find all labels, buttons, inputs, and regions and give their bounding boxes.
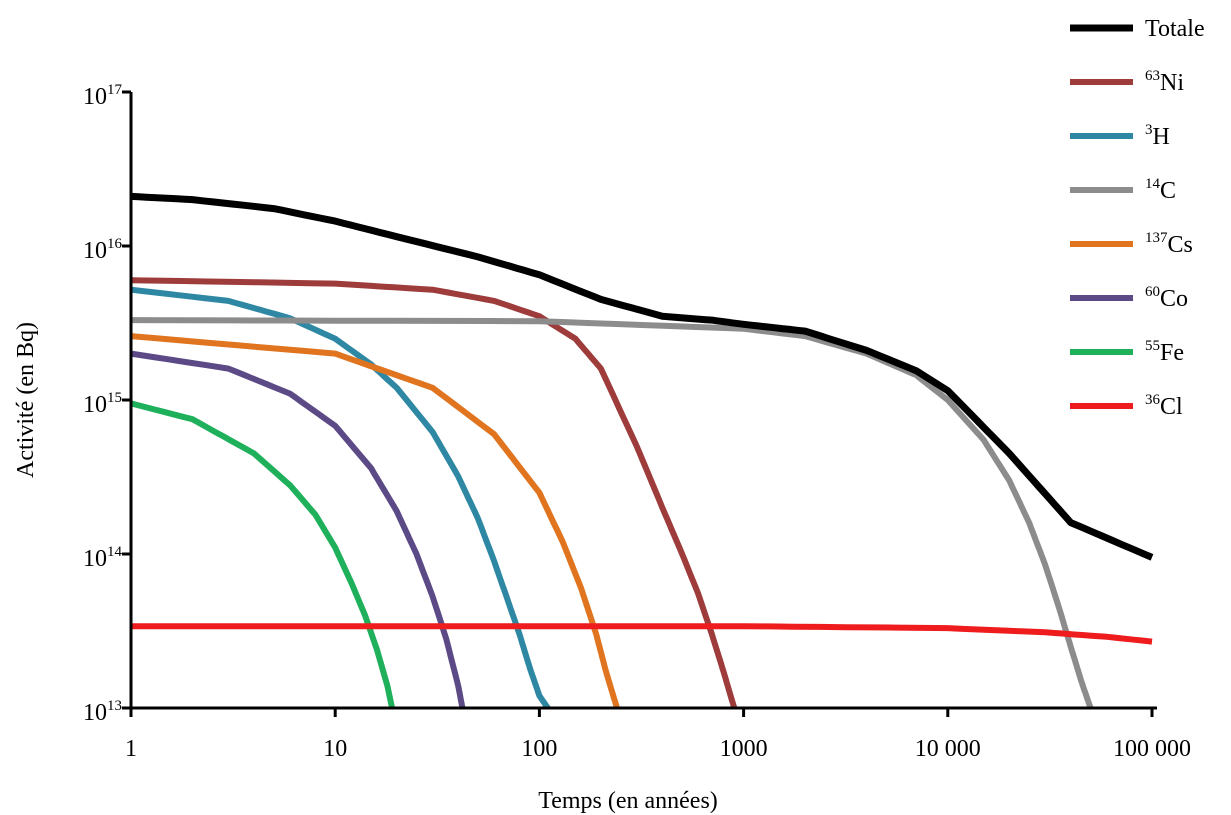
y-axis-title: Activité (en Bq) <box>13 322 39 478</box>
x-tick-label: 1 <box>125 736 137 762</box>
series-line-137cs <box>130 333 620 710</box>
legend-label-137cs: 137Cs <box>1145 230 1193 258</box>
series-layer <box>130 192 1154 710</box>
x-tick-label: 10 000 <box>915 736 981 762</box>
x-tick-label: 10 <box>323 736 347 762</box>
series-line-totale <box>130 192 1154 561</box>
legend-label-63ni: 63Ni <box>1145 68 1184 96</box>
series-line-60co <box>130 350 466 709</box>
x-tick-label: 100 <box>521 736 557 762</box>
legend-label-36cl: 36Cl <box>1145 392 1183 420</box>
legend: Totale 63Ni 3H 14C 137Cs 60Co 55Fe 36Cl <box>1070 16 1205 420</box>
legend-label-55fe: 55Fe <box>1145 338 1184 366</box>
y-tick-label: 1016 <box>83 236 123 264</box>
series-line-36cl <box>131 623 1153 645</box>
y-tick-label: 1014 <box>83 544 123 572</box>
series-line-55fe <box>130 400 396 709</box>
legend-label-14c: 14C <box>1145 176 1176 204</box>
series-line-3h <box>130 286 551 710</box>
legend-label-totale: Totale <box>1145 16 1205 42</box>
x-tick-label: 1000 <box>720 736 768 762</box>
x-tick-label: 100 000 <box>1113 736 1191 762</box>
x-axis-title: Temps (en années) <box>538 788 718 814</box>
axes-layer <box>129 92 1157 710</box>
legend-label-60co: 60Co <box>1145 284 1188 312</box>
legend-label-3h: 3H <box>1145 122 1170 150</box>
y-tick-label: 1017 <box>83 82 123 110</box>
y-tick-label: 1013 <box>83 698 122 726</box>
series-line-14c <box>130 317 1094 709</box>
ticks-layer: 1 10 100 1000 10 000 100 000 1013 1014 1015 1016 1… <box>83 82 1191 762</box>
y-tick-label: 1015 <box>83 390 122 418</box>
